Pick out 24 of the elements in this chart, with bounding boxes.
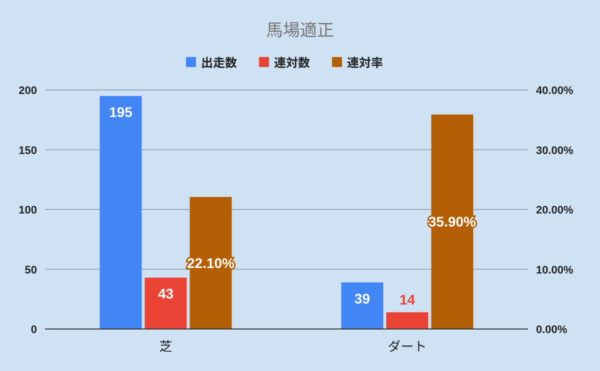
y-tick-label: 200 <box>18 85 37 97</box>
y2-tick-label: 30.00% <box>536 144 574 157</box>
x-tick-label: 芝 <box>159 336 172 355</box>
data-label: 39 <box>354 290 370 306</box>
y2-tick-label: 20.00% <box>536 204 574 216</box>
y2-tick-label: 10.00% <box>536 264 574 276</box>
y-tick-label: 150 <box>18 144 37 157</box>
data-label: 195 <box>109 104 133 120</box>
y-tick-label: 50 <box>24 264 37 276</box>
y-tick-label: 100 <box>18 204 37 216</box>
x-tick-label: ダート <box>388 336 427 355</box>
y2-tick-label: 40.00% <box>536 85 574 97</box>
legend-label: 出走数 <box>201 54 238 71</box>
legend-label: 連対数 <box>274 54 310 71</box>
data-label: 14 <box>399 291 416 308</box>
bar <box>144 278 187 329</box>
data-label: 43 <box>158 286 174 302</box>
legend-label: 連対率 <box>347 54 384 71</box>
bar <box>341 282 384 329</box>
y2-tick-label: 0.00% <box>536 324 568 336</box>
bar <box>386 312 428 329</box>
y-tick-label: 0 <box>30 324 37 336</box>
bar <box>100 96 142 329</box>
chart-title: 馬場適正 <box>266 16 334 41</box>
